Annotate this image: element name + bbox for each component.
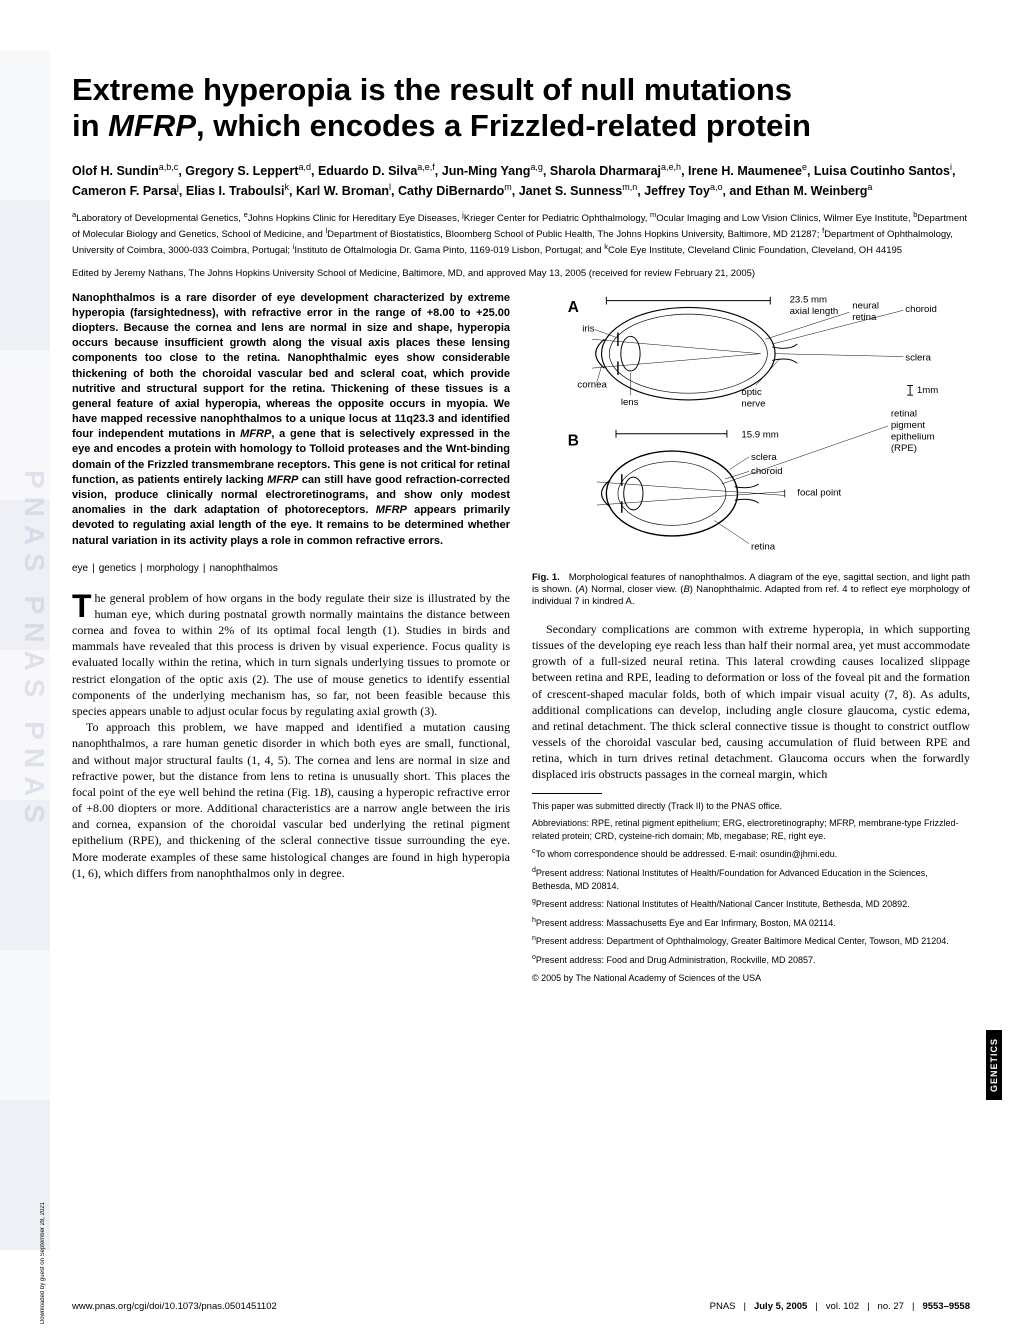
footnote-o: oPresent address: Food and Drug Administ…	[532, 953, 970, 967]
download-note: Downloaded by guest on September 28, 202…	[40, 1202, 46, 1324]
footnotes: This paper was submitted directly (Track…	[532, 800, 970, 985]
affiliations: aLaboratory of Developmental Genetics, e…	[72, 210, 970, 258]
svg-text:(RPE): (RPE)	[891, 443, 917, 454]
body-text-left: The general problem of how organs in the…	[72, 590, 510, 881]
svg-text:sclera: sclera	[905, 352, 931, 363]
left-column: Nanophthalmos is a rare disorder of eye …	[72, 291, 510, 989]
footer-journal: PNAS	[710, 1301, 736, 1312]
footer-no: no. 27	[878, 1301, 904, 1312]
kw-4: nanophthalmos	[209, 563, 277, 574]
dropcap: T	[72, 590, 95, 620]
svg-text:epithelium: epithelium	[891, 431, 935, 442]
footnote-abbrev: Abbreviations: RPE, retinal pigment epit…	[532, 817, 970, 842]
keywords: eye|genetics|morphology|nanophthalmos	[72, 563, 510, 574]
kw-3: morphology	[147, 563, 199, 574]
footnote-d: dPresent address: National Institutes of…	[532, 866, 970, 892]
footnote-track: This paper was submitted directly (Track…	[532, 800, 970, 813]
kw-2: genetics	[99, 563, 136, 574]
footer-doi: www.pnas.org/cgi/doi/10.1073/pnas.050145…	[72, 1301, 277, 1312]
figure-1-caption: Fig. 1. Morphological features of nanoph…	[532, 572, 970, 609]
footer-pages: 9553–9558	[922, 1301, 970, 1312]
right-column: A 23.5 mm axial length	[532, 291, 970, 989]
svg-text:nerve: nerve	[741, 398, 765, 409]
footnote-corr: cTo whom correspondence should be addres…	[532, 847, 970, 861]
figure-1-svg: A 23.5 mm axial length	[532, 291, 970, 561]
para-1-text: he general problem of how organs in the …	[72, 591, 510, 718]
svg-text:15.9 mm: 15.9 mm	[741, 429, 778, 440]
svg-text:cornea: cornea	[577, 379, 607, 390]
title-line2-pre: in	[72, 108, 108, 143]
svg-text:23.5 mm: 23.5 mm	[790, 294, 827, 305]
edited-by: Edited by Jeremy Nathans, The Johns Hopk…	[72, 268, 970, 279]
svg-text:retina: retina	[852, 312, 877, 323]
two-column-body: Nanophthalmos is a rare disorder of eye …	[72, 291, 970, 989]
svg-text:1mm: 1mm	[917, 385, 938, 396]
footnote-copyright: © 2005 by The National Academy of Scienc…	[532, 972, 970, 985]
title-line2-post: , which encodes a Frizzled-related prote…	[196, 108, 811, 143]
svg-text:choroid: choroid	[751, 466, 783, 477]
page-content: Extreme hyperopia is the result of null …	[72, 0, 970, 989]
title-line2-italic: MFRP	[108, 108, 196, 143]
fig-label-b: B	[568, 432, 579, 449]
fig-label-a: A	[568, 299, 579, 316]
svg-text:axial length: axial length	[790, 306, 839, 317]
svg-text:pigment: pigment	[891, 420, 926, 431]
footnote-h: hPresent address: Massachusetts Eye and …	[532, 916, 970, 930]
svg-text:iris: iris	[582, 323, 594, 334]
footer-vol: vol. 102	[826, 1301, 859, 1312]
svg-text:focal point: focal point	[797, 487, 841, 498]
footnote-rule	[532, 793, 602, 794]
svg-text:lens: lens	[621, 397, 639, 408]
body-text-right: Secondary complications are common with …	[532, 621, 970, 783]
svg-text:sclera: sclera	[751, 452, 777, 463]
svg-text:retina: retina	[751, 541, 776, 552]
svg-text:retinal: retinal	[891, 408, 917, 419]
kw-1: eye	[72, 563, 88, 574]
pnas-watermark: PNAS PNAS PNAS	[0, 50, 50, 1250]
abstract: Nanophthalmos is a rare disorder of eye …	[72, 291, 510, 549]
para-3: Secondary complications are common with …	[532, 621, 970, 783]
footnote-g: gPresent address: National Institutes of…	[532, 897, 970, 911]
authors: Olof H. Sundina,b,c, Gregory S. Lepperta…	[72, 161, 970, 200]
footer-citation: PNAS|July 5, 2005|vol. 102|no. 27|9553–9…	[710, 1301, 970, 1312]
title-line1: Extreme hyperopia is the result of null …	[72, 72, 792, 107]
svg-text:choroid: choroid	[905, 304, 937, 315]
figure-1: A 23.5 mm axial length	[532, 291, 970, 609]
footer-date: July 5, 2005	[754, 1301, 807, 1312]
section-label: GENETICS	[986, 1030, 1002, 1100]
svg-text:optic: optic	[741, 387, 762, 398]
svg-text:neural: neural	[852, 300, 879, 311]
para-2: To approach this problem, we have mapped…	[72, 719, 510, 881]
page-footer: www.pnas.org/cgi/doi/10.1073/pnas.050145…	[72, 1301, 970, 1312]
article-title: Extreme hyperopia is the result of null …	[72, 72, 970, 143]
para-1: The general problem of how organs in the…	[72, 590, 510, 720]
footnote-n: nPresent address: Department of Ophthalm…	[532, 934, 970, 948]
